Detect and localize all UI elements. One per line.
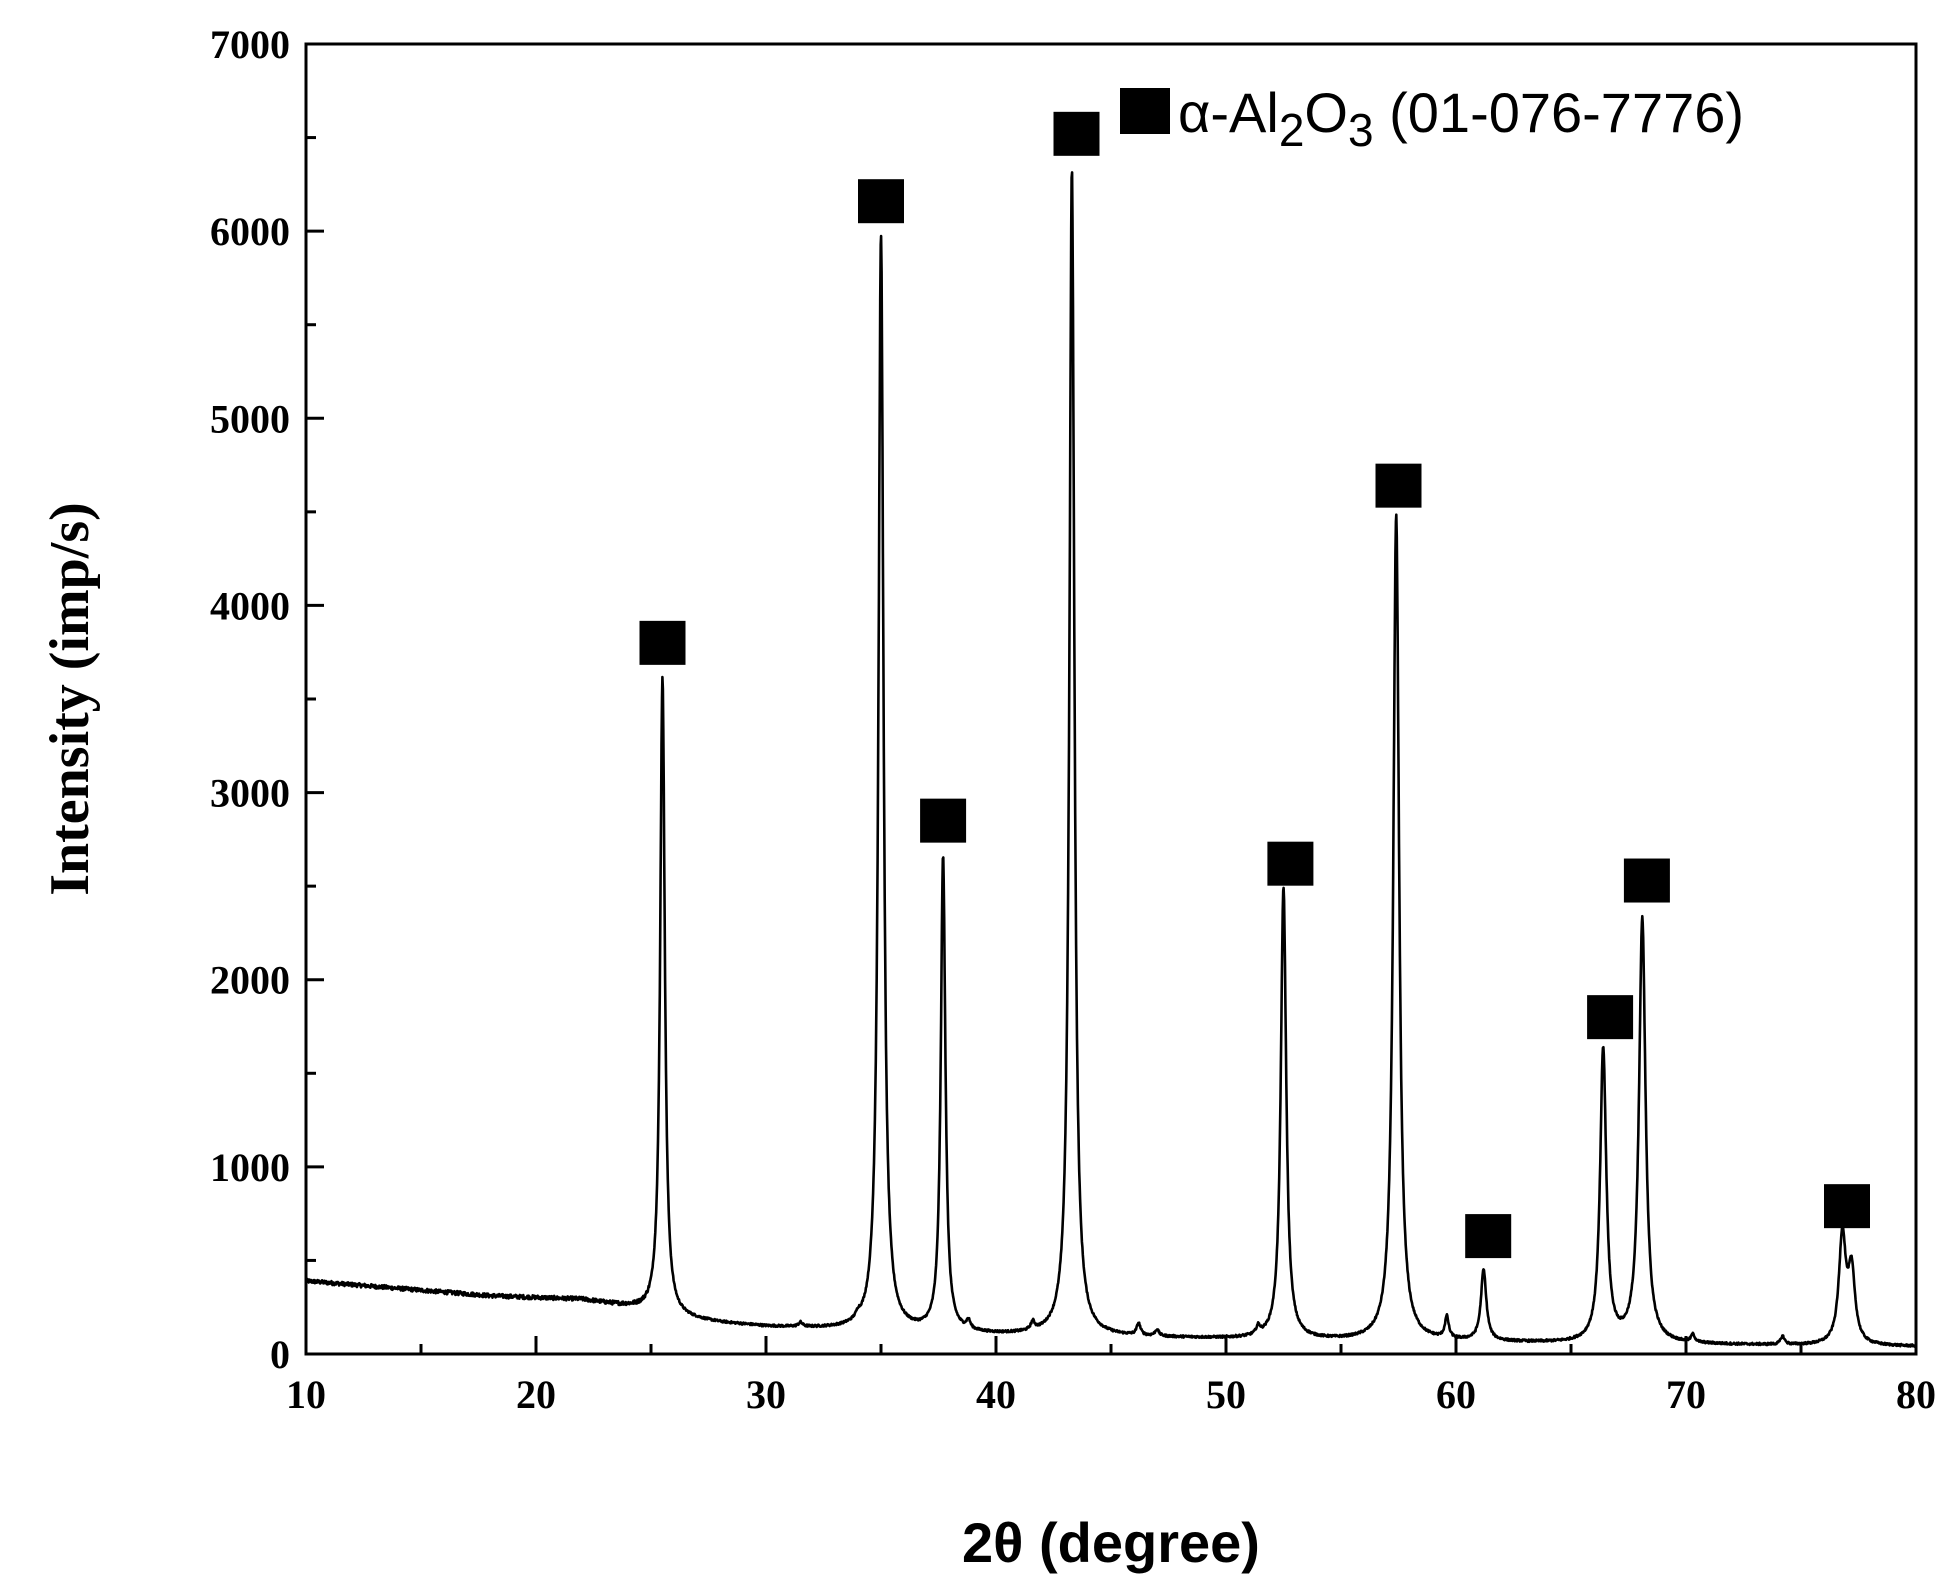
x-tick-label: 30 <box>746 1372 786 1417</box>
y-tick-label: 3000 <box>210 771 290 816</box>
peak-marker <box>1824 1184 1870 1229</box>
y-tick-label: 6000 <box>210 209 290 254</box>
x-tick-label: 60 <box>1436 1372 1476 1417</box>
x-tick-label: 70 <box>1666 1372 1706 1417</box>
x-tick-label: 10 <box>286 1372 326 1417</box>
peak-marker <box>858 179 904 224</box>
peak-marker <box>1587 995 1634 1040</box>
y-tick-label: 1000 <box>210 1145 290 1190</box>
y-tick-label: 7000 <box>210 22 290 67</box>
x-tick-label: 40 <box>976 1372 1016 1417</box>
peak-marker <box>1375 463 1422 508</box>
y-tick-label: 5000 <box>210 396 290 441</box>
legend: α-Al2O3 (01-076-7776) <box>1120 81 1744 156</box>
legend-label: α-Al2O3 (01-076-7776) <box>1178 81 1744 156</box>
y-tick-label: 0 <box>270 1332 290 1377</box>
peak-marker <box>1623 858 1670 903</box>
peak-marker <box>1053 111 1100 156</box>
x-tick-label: 20 <box>516 1372 556 1417</box>
peak-marker <box>1267 841 1314 886</box>
axis-ticks <box>304 42 1918 1356</box>
y-tick-label: 2000 <box>210 958 290 1003</box>
y-tick-label: 4000 <box>210 583 290 628</box>
tick-labels: 10 20 30 40 50 60 70 80 0 1000 2000 3000 4000 5000 600… <box>210 22 1936 1417</box>
x-tick-label: 50 <box>1206 1372 1246 1417</box>
peak-marker <box>639 620 686 665</box>
x-tick-label: 80 <box>1896 1372 1936 1417</box>
legend-marker <box>1120 88 1170 134</box>
peak-marker <box>920 798 967 843</box>
plot-frame <box>304 42 1918 1356</box>
peak-markers <box>639 111 1870 1259</box>
xrd-pattern-line <box>304 171 1918 1348</box>
peak-marker <box>1465 1214 1512 1259</box>
y-axis-title: Intensity (imp/s) <box>39 502 101 896</box>
x-axis-title: 2θ (degree) <box>962 1511 1260 1574</box>
